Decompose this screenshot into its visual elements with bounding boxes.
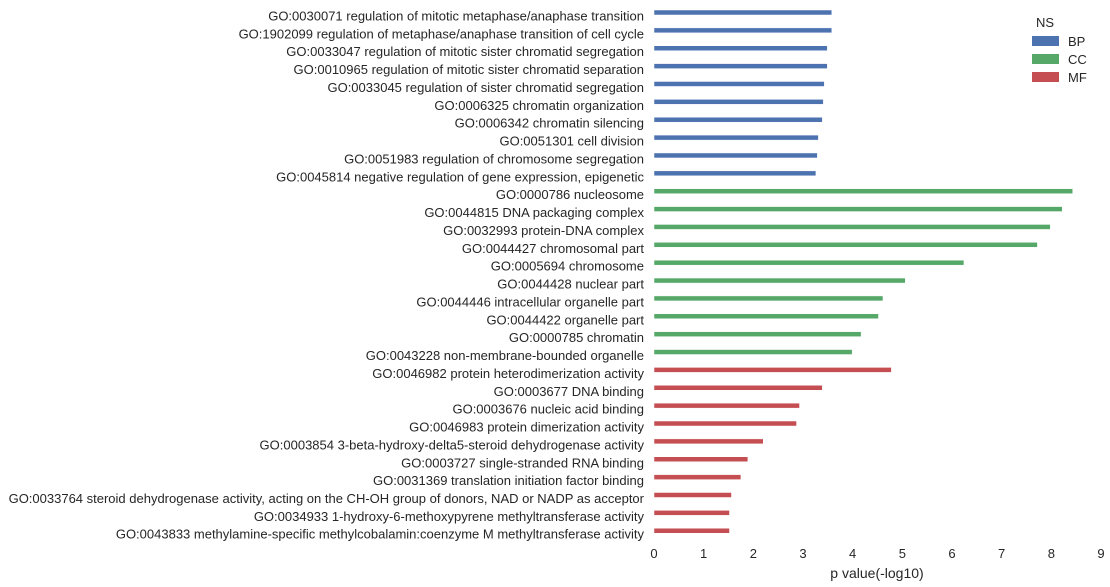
legend-label-cc: CC bbox=[1068, 52, 1087, 67]
bar-cc bbox=[653, 206, 1063, 212]
legend-swatch-mf bbox=[1032, 72, 1059, 82]
bar-mf bbox=[653, 438, 764, 445]
bar-cc bbox=[653, 349, 853, 355]
legend: NS BP CC MF bbox=[1032, 15, 1087, 85]
x-tick-label: 5 bbox=[899, 546, 906, 561]
bar-mf bbox=[653, 402, 800, 409]
x-tick-label: 1 bbox=[700, 546, 707, 561]
category-label: GO:0000786 nucleosome bbox=[496, 187, 644, 202]
x-tick-label: 3 bbox=[799, 546, 806, 561]
category-label: GO:0003676 nucleic acid binding bbox=[452, 402, 644, 417]
category-label: GO:0033045 regulation of sister chromati… bbox=[327, 80, 644, 95]
category-label: GO:0034933 1-hydroxy-6-methoxypyrene met… bbox=[254, 509, 645, 524]
legend-label-bp: BP bbox=[1068, 34, 1085, 49]
x-axis-label: p value(-log10) bbox=[830, 565, 923, 581]
bar-mf bbox=[653, 385, 823, 391]
bar-bp bbox=[653, 134, 819, 141]
x-tick-label: 0 bbox=[650, 546, 657, 561]
bar-bp bbox=[653, 45, 828, 51]
bar-mf bbox=[653, 420, 797, 427]
bar-cc bbox=[653, 313, 879, 320]
bar-bp bbox=[653, 81, 825, 87]
category-label: GO:0033764 steroid dehydrogenase activit… bbox=[9, 491, 645, 506]
bar-mf bbox=[653, 527, 730, 534]
legend-label-mf: MF bbox=[1068, 70, 1087, 85]
bar-cc bbox=[653, 259, 965, 266]
category-label: GO:0031369 translation initiation factor… bbox=[373, 473, 644, 488]
category-label: GO:0006342 chromatin silencing bbox=[455, 116, 644, 131]
bar-bp bbox=[653, 116, 823, 123]
category-label: GO:0044428 nuclear part bbox=[497, 277, 644, 292]
bar-bp bbox=[653, 27, 833, 34]
bar-mf bbox=[653, 492, 732, 498]
bar-cc bbox=[653, 331, 862, 337]
bar-bp bbox=[653, 99, 824, 105]
category-label: GO:0043228 non-membrane-bounded organell… bbox=[366, 348, 644, 363]
bar-bp bbox=[653, 63, 828, 69]
category-label: GO:0044422 organelle part bbox=[486, 312, 644, 327]
category-label: GO:0045814 negative regulation of gene e… bbox=[276, 169, 644, 184]
bar-cc bbox=[653, 277, 906, 284]
x-tick-label: 7 bbox=[998, 546, 1005, 561]
bar-cc bbox=[653, 188, 1073, 194]
bar-cc bbox=[653, 224, 1051, 230]
category-label: GO:0043833 methylamine-specific methylco… bbox=[116, 527, 645, 542]
category-label: GO:0006325 chromatin organization bbox=[434, 98, 644, 113]
bar-mf bbox=[653, 456, 749, 462]
bar-cc bbox=[653, 242, 1038, 248]
category-label: GO:0000785 chromatin bbox=[509, 330, 644, 345]
bar-mf bbox=[653, 474, 742, 480]
legend-title: NS bbox=[1036, 15, 1054, 30]
category-label: GO:0032993 protein-DNA complex bbox=[443, 223, 644, 238]
category-labels: GO:0030071 regulation of mitotic metapha… bbox=[9, 9, 645, 542]
category-label: GO:0044427 chromosomal part bbox=[462, 241, 644, 256]
x-tick-label: 9 bbox=[1097, 546, 1104, 561]
category-label: GO:0010965 regulation of mitotic sister … bbox=[294, 62, 644, 77]
category-label: GO:1902099 regulation of metaphase/anaph… bbox=[239, 26, 644, 41]
legend-swatch-cc bbox=[1032, 54, 1059, 64]
category-label: GO:0051983 regulation of chromosome segr… bbox=[344, 151, 644, 166]
category-label: GO:0003677 DNA binding bbox=[494, 384, 644, 399]
x-tick-label: 2 bbox=[750, 546, 757, 561]
x-tick-label: 4 bbox=[849, 546, 856, 561]
category-label: GO:0033047 regulation of mitotic sister … bbox=[286, 44, 644, 59]
x-tick-label: 6 bbox=[948, 546, 955, 561]
bar-mf bbox=[653, 510, 730, 516]
category-label: GO:0051301 cell division bbox=[499, 134, 644, 149]
category-label: GO:0044815 DNA packaging complex bbox=[424, 205, 644, 220]
category-label: GO:0005694 chromosome bbox=[491, 259, 644, 274]
category-label: GO:0030071 regulation of mitotic metapha… bbox=[268, 9, 644, 24]
bars bbox=[653, 9, 1073, 534]
category-label: GO:0003854 3-beta-hydroxy-delta5-steroid… bbox=[260, 437, 645, 452]
category-label: GO:0046982 protein heterodimerization ac… bbox=[372, 366, 644, 381]
bar-bp bbox=[653, 9, 833, 16]
legend-swatch-bp bbox=[1032, 36, 1059, 46]
category-label: GO:0003727 single-stranded RNA binding bbox=[401, 455, 644, 470]
bar-cc bbox=[653, 295, 884, 302]
x-tick-label: 8 bbox=[1048, 546, 1055, 561]
bar-mf bbox=[653, 367, 892, 373]
category-label: GO:0046983 protein dimerization activity bbox=[409, 420, 644, 435]
x-axis: 0 1 2 3 4 5 6 7 8 9 bbox=[650, 546, 1104, 561]
category-label: GO:0044446 intracellular organelle part bbox=[416, 294, 644, 309]
bar-bp bbox=[653, 170, 817, 177]
bar-bp bbox=[653, 152, 818, 159]
